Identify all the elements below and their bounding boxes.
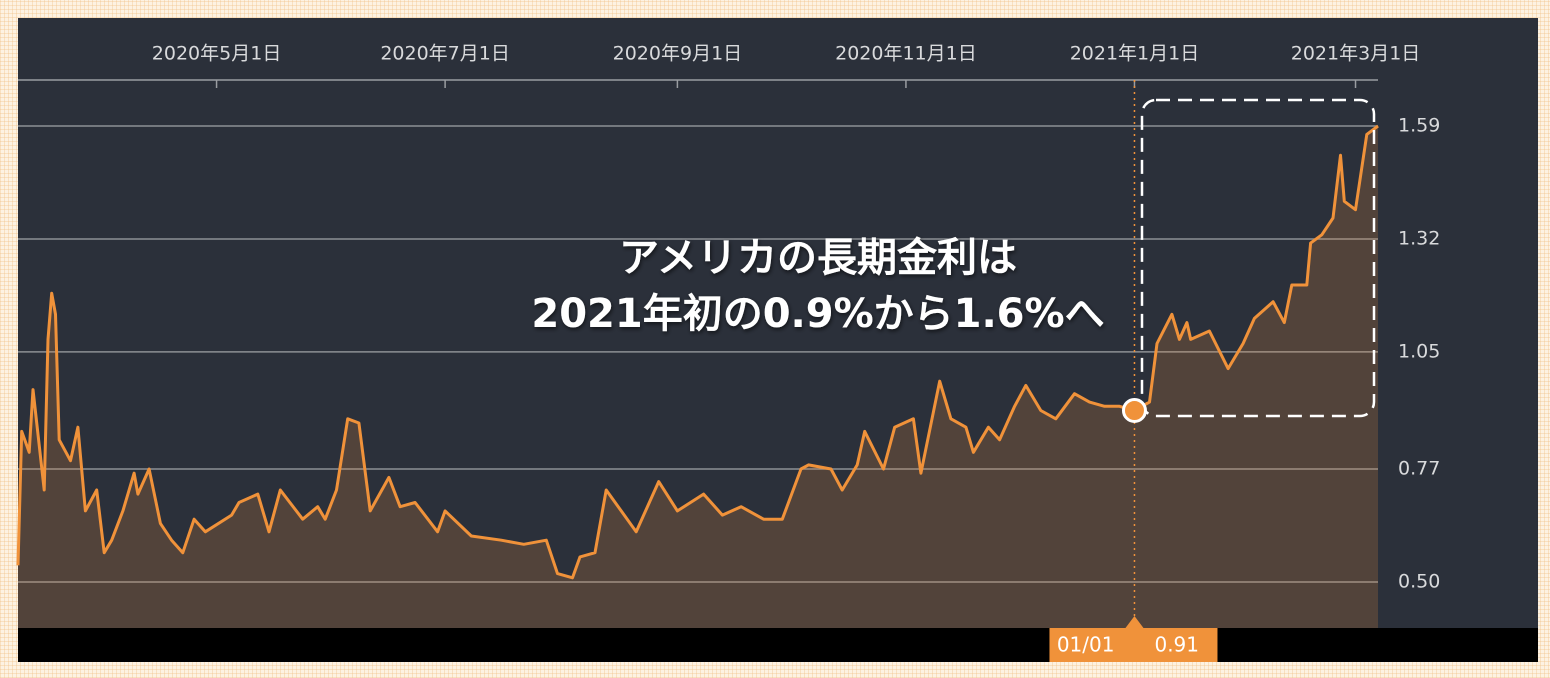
area [18,126,1378,628]
crosshair-date: 01/01 [1057,633,1115,657]
plot [16,124,1379,628]
crosshair-value: 0.91 [1154,633,1199,657]
x-tick-label: 2020年9月1日 [613,43,743,65]
crosshair-label-box [1049,628,1218,662]
y-tick-label: 1.32 [1398,227,1440,249]
annotation: アメリカの長期金利は 2021年初の0.9%から1.6%へ [531,235,1104,337]
annotation-line: 2021年初の0.9%から1.6%へ [531,291,1104,337]
crosshair-point [1121,397,1147,423]
crosshair-pointer [1125,616,1144,628]
crosshair: 01/01 0.91 [1049,80,1218,662]
line [16,124,1379,580]
x-tick-label: 2020年5月1日 [152,43,282,65]
annotation-line: アメリカの長期金利は [619,235,1017,281]
x-tick-label: 2021年1月1日 [1070,43,1200,65]
y-tick-label: 0.77 [1398,458,1440,480]
x-tick-label: 2021年3月1日 [1291,43,1421,65]
y-tick-label: 1.05 [1398,340,1440,362]
highlight-box [1140,98,1376,418]
x-band [18,628,1538,662]
x-tick-label: 2020年11月1日 [835,43,977,65]
y-tick-label: 0.50 [1398,570,1440,592]
y-tick-label: 1.59 [1398,115,1440,137]
grid [18,80,1378,583]
x-tick-label: 2020年7月1日 [380,43,510,65]
